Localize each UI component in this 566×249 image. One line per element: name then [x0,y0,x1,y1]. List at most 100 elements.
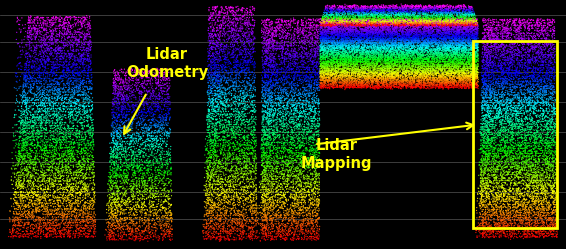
Point [308,148,317,152]
Point [370,23,379,27]
Point [489,234,498,238]
Point [424,70,433,74]
Point [393,34,402,38]
Point [535,70,544,74]
Point [521,75,530,79]
Point [232,192,241,196]
Point [27,79,36,83]
Point [55,195,64,199]
Point [31,158,40,162]
Point [205,226,215,230]
Point [212,175,221,179]
Point [20,204,29,208]
Point [321,30,330,34]
Point [287,74,296,78]
Point [242,164,251,168]
Point [468,14,477,18]
Point [420,20,429,24]
Point [211,34,220,38]
Point [71,101,80,105]
Point [407,75,416,79]
Point [432,11,441,15]
Point [303,68,312,72]
Point [112,150,121,154]
Point [438,86,447,90]
Point [215,203,224,207]
Point [62,31,71,35]
Point [376,54,385,58]
Point [311,198,320,202]
Point [392,23,401,27]
Point [375,86,384,90]
Point [365,23,374,27]
Point [216,58,225,62]
Point [386,67,395,71]
Point [215,72,224,76]
Point [427,41,436,45]
Point [47,142,56,146]
Point [426,71,435,75]
Point [444,53,453,57]
Point [392,69,401,73]
Point [388,16,397,20]
Point [370,47,379,51]
Point [208,61,217,65]
Point [355,68,364,72]
Point [65,117,74,121]
Point [499,193,508,197]
Point [296,157,305,161]
Point [307,120,316,124]
Point [278,219,287,223]
Point [358,51,367,55]
Point [46,138,55,142]
Point [286,237,295,241]
Point [47,37,56,41]
Point [363,62,372,66]
Point [71,118,80,122]
Point [114,232,123,236]
Point [405,16,414,20]
Point [395,82,404,86]
Point [289,219,298,223]
Point [308,60,317,64]
Point [220,8,229,12]
Point [546,149,555,153]
Point [376,66,385,70]
Point [427,81,436,85]
Point [123,85,132,89]
Point [20,179,29,183]
Point [376,29,385,33]
Point [475,197,484,201]
Point [57,102,66,106]
Point [222,68,231,72]
Point [239,156,248,160]
Point [523,19,532,23]
Point [528,208,537,212]
Point [362,34,371,38]
Point [550,96,559,100]
Point [312,229,321,233]
Point [367,80,376,84]
Point [118,227,127,231]
Point [478,64,487,68]
Point [226,79,235,83]
Point [331,75,340,79]
Point [341,80,350,84]
Point [384,78,393,82]
Point [468,17,477,21]
Point [323,37,332,41]
Point [42,93,52,97]
Point [444,60,453,63]
Point [470,34,479,38]
Point [114,113,123,117]
Point [146,81,155,85]
Point [306,78,315,82]
Point [533,181,542,185]
Point [550,67,559,71]
Point [414,56,423,60]
Point [534,19,543,23]
Point [15,62,24,65]
Point [274,19,283,23]
Point [118,176,127,180]
Point [421,39,430,43]
